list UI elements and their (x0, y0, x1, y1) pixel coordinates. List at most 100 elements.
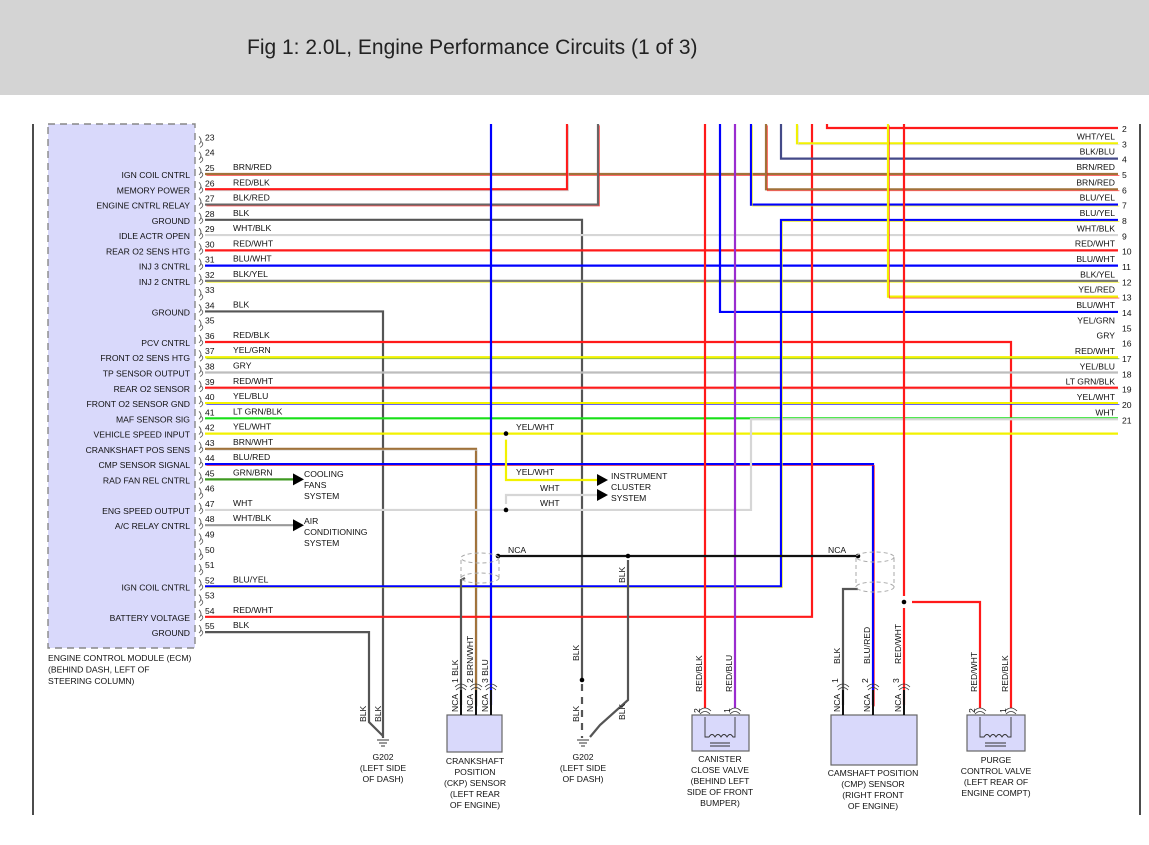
canister-valve-box (691, 714, 750, 752)
ecm-pin-function: BATTERY VOLTAGE (110, 613, 191, 623)
pin-connector-icon (897, 683, 911, 691)
connector-pin-wire-color: BLU/WHT (1076, 300, 1115, 310)
purge-valve-label: ENGINE COMPT) (961, 788, 1030, 798)
purge-pin-wire: RED/BLK (1000, 655, 1010, 692)
canister-valve-label: CLOSE VALVE (691, 765, 749, 775)
ecm-pin-number: 29 (205, 224, 215, 234)
ecm-pin-wire-color: BLK (233, 208, 250, 218)
connector-pin-number: 21 (1122, 415, 1132, 425)
cmp-pin-wire: BLU/RED (862, 627, 872, 664)
pin-connector-icon (198, 243, 204, 255)
air-conditioning-label: CONDITIONING (304, 527, 368, 537)
pin-connector-icon (198, 563, 204, 576)
ckp-sensor-label: (CKP) SENSOR (444, 778, 506, 788)
connector-pin-number: 17 (1122, 354, 1132, 364)
canister-valve-label: (BEHIND LEFT (691, 776, 750, 786)
ckp-nca-label: NCA (450, 694, 460, 712)
wire-rpin4 (779, 124, 1118, 160)
pin-connector-icon (198, 548, 204, 561)
canister-pin-wire: RED/BLU (724, 655, 734, 692)
shield-icon (855, 581, 895, 593)
connector-pin-wire-color: YEL/BLU (1080, 361, 1115, 371)
ecm-label: (BEHIND DASH, LEFT OF (48, 665, 150, 675)
wire-yel-wht-branch (504, 439, 597, 482)
pin-connector-icon (973, 707, 987, 715)
connector-pin-number: 20 (1122, 400, 1132, 410)
cmp-sensor-label: (RIGHT FRONT (842, 790, 904, 800)
ecm-pin-function: TP SENSOR OUTPUT (103, 369, 191, 379)
connector-pin-number: 3 (1122, 139, 1127, 149)
ckp-sensor-label: (LEFT REAR (450, 789, 500, 799)
connector-pin-wire-color: WHT/YEL (1077, 131, 1115, 141)
ecm-pin-number: 40 (205, 392, 215, 402)
ecm-pin-number: 48 (205, 514, 215, 524)
purge-valve-label: (LEFT REAR OF (964, 777, 1028, 787)
ecm-pin-wire-color: BRN/WHT (233, 437, 274, 447)
cooling-fans-label: SYSTEM (304, 491, 339, 501)
connector-pin-number: 18 (1122, 369, 1132, 379)
wire-pin43-tracer (206, 449, 478, 707)
pin-connector-icon (469, 683, 483, 691)
ckp-pin-label: 1 BLK (450, 659, 460, 683)
ecm-pin-number: 53 (205, 591, 215, 601)
ecm-pin-number: 38 (205, 362, 215, 372)
ecm-pin-function: GROUND (152, 628, 190, 638)
connector-pin-wire-color: YEL/RED (1078, 285, 1115, 295)
ecm-pin-function: REAR O2 SENS HTG (106, 246, 190, 256)
inline-wire-label: YEL/WHT (516, 467, 555, 477)
cmp-nca-label: NCA (893, 694, 903, 712)
ecm-pin-number: 35 (205, 316, 215, 326)
ecm-pin-function: A/C RELAY CNTRL (115, 521, 190, 531)
arrow-icon (293, 473, 304, 486)
pin-connector-icon (198, 517, 204, 530)
connector-pin-number: 6 (1122, 185, 1127, 195)
inline-wire-label: BLK (373, 705, 383, 722)
cooling-fans-label: FANS (304, 480, 327, 490)
ecm-pin-wire-color: BLK (233, 620, 250, 630)
wire-rpin3 (795, 124, 1118, 145)
pin-connector-icon (198, 288, 204, 301)
purge-valve-box (966, 714, 1026, 752)
ckp-nca-label: NCA (465, 694, 475, 712)
pin-connector-icon (198, 594, 204, 606)
ecm-pin-wire-color: YEL/WHT (233, 422, 272, 432)
connector-pin-wire-color: RED/WHT (1075, 239, 1116, 249)
pin-connector-icon (198, 334, 204, 347)
connector-pin-number: 7 (1122, 201, 1127, 211)
ecm-pin-wire-color: WHT/BLK (233, 223, 271, 233)
connector-pin-number: 8 (1122, 216, 1127, 226)
ecm-pin-number: 30 (205, 239, 215, 249)
g202-left-label: G202 (372, 752, 393, 762)
ecm-pin-wire-color: RED/WHT (233, 376, 274, 386)
splice-dot (855, 553, 861, 559)
pin-connector-icon (198, 319, 204, 332)
ecm-pin-wire-color: WHT (233, 498, 253, 508)
pin-connector-icon (198, 426, 204, 438)
ecm-pin-wire-color: BRN/RED (233, 162, 272, 172)
canister-pin-number: 2 (692, 708, 702, 713)
ecm-pin-number: 39 (205, 377, 215, 387)
purge-pin-wire: RED/WHT (969, 651, 979, 692)
connector-pin-wire-color: BRN/RED (1076, 177, 1115, 187)
wire-cmp-blk (841, 587, 858, 705)
purge-pin-number: 2 (967, 708, 977, 713)
ckp-pin-label: 2 BRN/WHT (465, 635, 475, 683)
connector-pin-number: 16 (1122, 339, 1132, 349)
ecm-pin-wire-color: GRY (233, 361, 252, 371)
ecm-pin-number: 47 (205, 499, 215, 509)
pin-connector-icon (198, 380, 204, 393)
wire-shield-drain-blk (589, 560, 630, 738)
inline-wire-label: YEL/WHT (516, 422, 555, 432)
arrow-icon (293, 519, 304, 532)
cmp-pin-wire: BLK (832, 647, 842, 664)
ecm-pin-function: RAD FAN REL CNTRL (103, 475, 190, 485)
ecm-pin-number: 42 (205, 423, 215, 433)
ecm-pin-number: 50 (205, 545, 215, 555)
ecm-pin-function: INJ 3 CNTRL (139, 262, 190, 272)
pin-connector-icon (198, 502, 204, 515)
connector-pin-wire-color: BLU/YEL (1080, 193, 1116, 203)
wire-pin44 (205, 463, 875, 705)
solenoid-coil-icon (979, 717, 1012, 738)
ckp-sensor-label: POSITION (454, 767, 495, 777)
connector-pin-number: 2 (1122, 124, 1127, 134)
